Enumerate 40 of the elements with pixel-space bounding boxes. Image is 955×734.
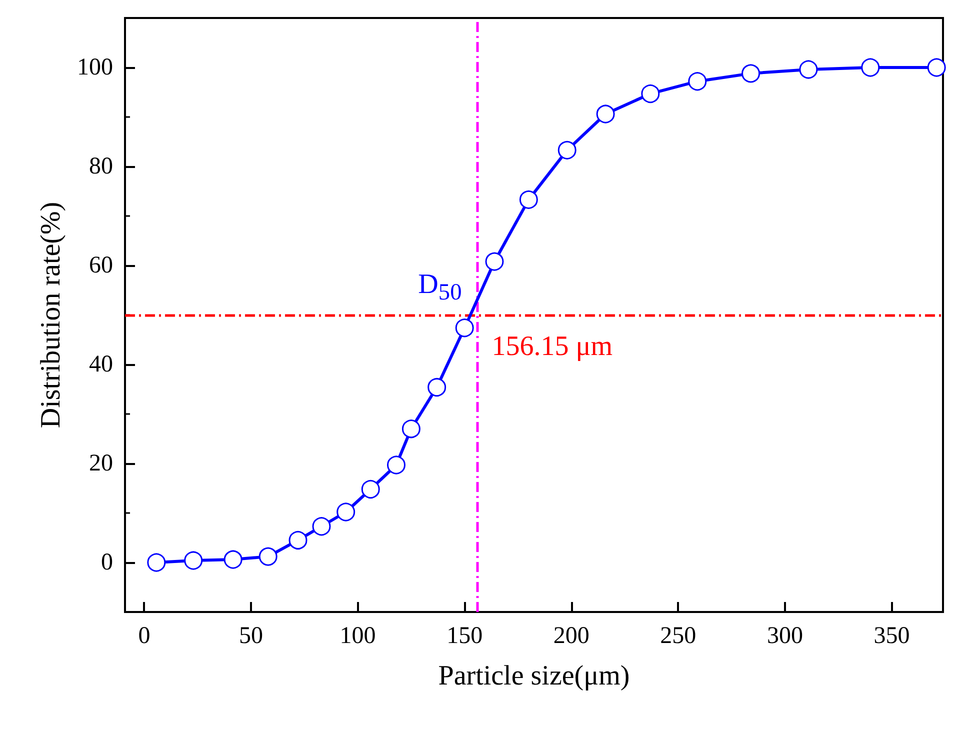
point xyxy=(742,64,760,83)
x-tick-label: 100 xyxy=(340,623,376,649)
y-tick-label: 40 xyxy=(89,352,113,378)
point xyxy=(428,378,446,397)
y-tick-label: 60 xyxy=(89,252,113,278)
x-tick-label: 250 xyxy=(660,623,696,649)
point xyxy=(387,456,406,474)
point xyxy=(402,420,420,438)
point xyxy=(361,480,380,498)
x-tick-label: 150 xyxy=(446,623,483,649)
point xyxy=(184,551,203,570)
x-tick-label: 350 xyxy=(874,623,910,649)
point xyxy=(641,84,660,103)
x-tick-label: 200 xyxy=(553,623,590,649)
point xyxy=(688,72,707,91)
point xyxy=(147,553,166,572)
x-axis-title: Particle size(μm) xyxy=(438,660,630,692)
point xyxy=(258,547,278,566)
annotation: 156.15 μm xyxy=(492,331,613,362)
y-tick-label: 80 xyxy=(89,154,113,180)
point xyxy=(799,60,818,79)
y-tick-label: 0 xyxy=(101,550,113,576)
point xyxy=(485,252,504,271)
point xyxy=(288,530,308,550)
point xyxy=(596,104,615,124)
point xyxy=(558,140,576,160)
point xyxy=(455,318,474,338)
x-tick-label: 300 xyxy=(766,623,803,649)
point xyxy=(927,58,946,77)
point xyxy=(336,502,356,522)
x-tick-label: 0 xyxy=(138,623,150,649)
y-axis-title: Distribution rate(%) xyxy=(36,202,66,428)
point xyxy=(224,550,242,569)
point xyxy=(519,190,538,209)
y-tick-label: 100 xyxy=(77,54,113,80)
point xyxy=(861,58,880,77)
annotation: D$_{50}$ xyxy=(418,269,462,306)
x-tick-label: 50 xyxy=(239,623,264,649)
point xyxy=(312,517,331,536)
y-tick-label: 20 xyxy=(89,450,113,476)
